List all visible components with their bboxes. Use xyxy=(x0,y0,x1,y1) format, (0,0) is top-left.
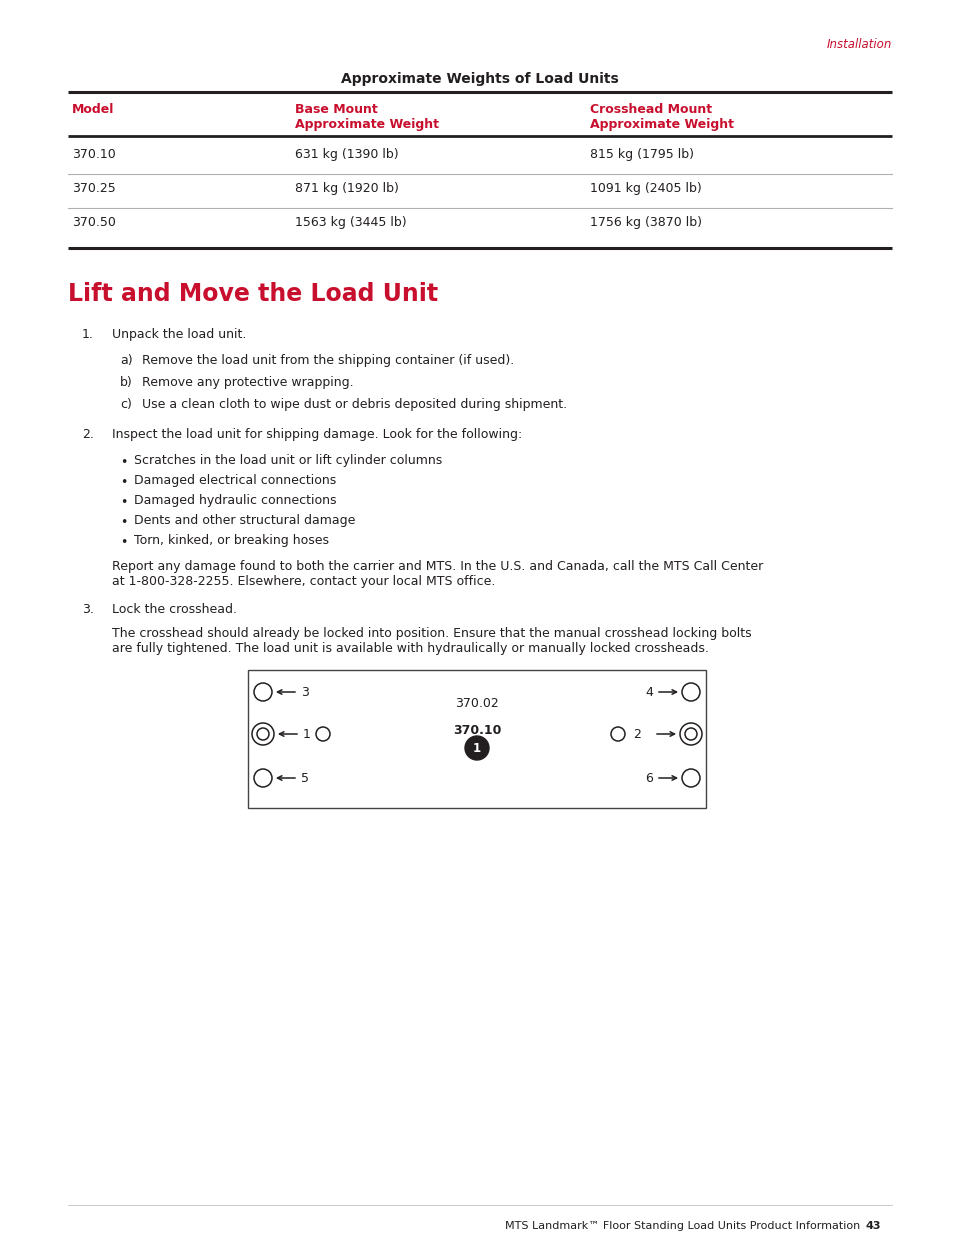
Text: Damaged electrical connections: Damaged electrical connections xyxy=(133,474,335,487)
Text: Dents and other structural damage: Dents and other structural damage xyxy=(133,514,355,527)
Text: Inspect the load unit for shipping damage. Look for the following:: Inspect the load unit for shipping damag… xyxy=(112,429,521,441)
Text: 1091 kg (2405 lb): 1091 kg (2405 lb) xyxy=(589,182,701,195)
Text: Approximate Weights of Load Units: Approximate Weights of Load Units xyxy=(341,72,618,86)
Text: Crosshead Mount: Crosshead Mount xyxy=(589,103,711,116)
Text: 370.25: 370.25 xyxy=(71,182,115,195)
Text: The crosshead should already be locked into position. Ensure that the manual cro: The crosshead should already be locked i… xyxy=(112,627,751,640)
Text: Remove the load unit from the shipping container (if used).: Remove the load unit from the shipping c… xyxy=(142,354,514,367)
Text: 2.: 2. xyxy=(82,429,93,441)
Text: Lock the crosshead.: Lock the crosshead. xyxy=(112,603,236,616)
Text: 1563 kg (3445 lb): 1563 kg (3445 lb) xyxy=(294,216,406,228)
Text: Unpack the load unit.: Unpack the load unit. xyxy=(112,329,246,341)
Text: Lift and Move the Load Unit: Lift and Move the Load Unit xyxy=(68,282,437,306)
Bar xyxy=(248,671,705,808)
Text: 631 kg (1390 lb): 631 kg (1390 lb) xyxy=(294,148,398,161)
Text: 1.: 1. xyxy=(82,329,93,341)
Text: 4: 4 xyxy=(644,685,652,699)
Text: a): a) xyxy=(120,354,132,367)
Text: Model: Model xyxy=(71,103,114,116)
Text: •: • xyxy=(120,475,128,489)
Text: c): c) xyxy=(120,398,132,411)
Text: 2: 2 xyxy=(633,727,640,741)
Text: are fully tightened. The load unit is available with hydraulically or manually l: are fully tightened. The load unit is av… xyxy=(112,642,708,655)
Text: 1: 1 xyxy=(473,741,480,755)
Text: 3.: 3. xyxy=(82,603,93,616)
Text: 1756 kg (3870 lb): 1756 kg (3870 lb) xyxy=(589,216,701,228)
Text: at 1-800-328-2255. Elsewhere, contact your local MTS office.: at 1-800-328-2255. Elsewhere, contact yo… xyxy=(112,576,495,588)
Text: Approximate Weight: Approximate Weight xyxy=(589,119,733,131)
Text: Damaged hydraulic connections: Damaged hydraulic connections xyxy=(133,494,336,508)
Circle shape xyxy=(464,736,489,760)
Text: Report any damage found to both the carrier and MTS. In the U.S. and Canada, cal: Report any damage found to both the carr… xyxy=(112,559,762,573)
Text: Torn, kinked, or breaking hoses: Torn, kinked, or breaking hoses xyxy=(133,534,329,547)
Text: 5: 5 xyxy=(301,772,309,784)
Text: 370.02: 370.02 xyxy=(455,697,498,710)
Text: •: • xyxy=(120,496,128,509)
Text: 370.50: 370.50 xyxy=(71,216,115,228)
Text: 43: 43 xyxy=(865,1221,881,1231)
Text: •: • xyxy=(120,456,128,469)
Text: •: • xyxy=(120,516,128,529)
Text: MTS Landmark™ Floor Standing Load Units Product Information: MTS Landmark™ Floor Standing Load Units … xyxy=(504,1221,859,1231)
Text: Approximate Weight: Approximate Weight xyxy=(294,119,438,131)
Text: •: • xyxy=(120,536,128,550)
Text: Use a clean cloth to wipe dust or debris deposited during shipment.: Use a clean cloth to wipe dust or debris… xyxy=(142,398,566,411)
Text: Base Mount: Base Mount xyxy=(294,103,377,116)
Text: Installation: Installation xyxy=(825,38,891,51)
Text: 1: 1 xyxy=(303,727,311,741)
Text: Remove any protective wrapping.: Remove any protective wrapping. xyxy=(142,375,354,389)
Text: 3: 3 xyxy=(301,685,309,699)
Text: Scratches in the load unit or lift cylinder columns: Scratches in the load unit or lift cylin… xyxy=(133,454,442,467)
Text: 815 kg (1795 lb): 815 kg (1795 lb) xyxy=(589,148,693,161)
Text: 370.10: 370.10 xyxy=(71,148,115,161)
Text: 6: 6 xyxy=(644,772,652,784)
Text: 871 kg (1920 lb): 871 kg (1920 lb) xyxy=(294,182,398,195)
Text: b): b) xyxy=(120,375,132,389)
Text: 370.10: 370.10 xyxy=(453,724,500,737)
